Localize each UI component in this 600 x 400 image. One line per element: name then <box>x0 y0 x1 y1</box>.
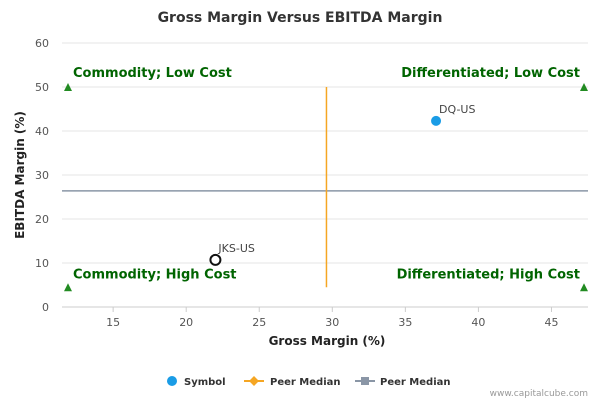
x-tick-label: 20 <box>179 316 193 329</box>
legend-item-symbol[interactable]: Symbol <box>167 376 226 388</box>
legend-diamond-marker <box>249 376 259 386</box>
chart-title: Gross Margin Versus EBITDA Margin <box>158 10 443 26</box>
gridlines <box>62 42 588 264</box>
x-tick-label: 40 <box>471 316 485 329</box>
y-tick-label: 20 <box>35 213 49 226</box>
point-label-jks-us: JKS-US <box>217 242 254 255</box>
quadrant-label-bottom-right: Differentiated; High Cost <box>397 267 580 282</box>
point-jks-us[interactable] <box>209 253 222 266</box>
legend-item-peer-median-horizontal[interactable]: Peer Median <box>355 377 451 388</box>
data-points: DQ-US JKS-US <box>209 103 475 266</box>
x-tick-label: 30 <box>325 316 339 329</box>
y-tick-label: 60 <box>35 37 49 50</box>
point-label-dq-us: DQ-US <box>439 103 475 116</box>
quadrant-marker-top-right <box>580 83 588 91</box>
legend-square-marker <box>361 377 369 385</box>
quadrant-marker-bottom-right <box>580 283 588 292</box>
legend-item-peer-median-vertical[interactable]: Peer Median <box>244 376 341 388</box>
legend-symbol-marker <box>167 376 177 386</box>
quadrant-marker-top-left <box>64 83 72 91</box>
legend-peer-median-label-2: Peer Median <box>380 377 451 388</box>
quadrant-label-top-left: Commodity; Low Cost <box>73 66 232 81</box>
quadrant-marker-bottom-left <box>64 283 72 292</box>
y-tick-label: 30 <box>35 169 49 182</box>
source-credit: www.capitalcube.com <box>490 389 588 399</box>
x-axis-label: Gross Margin (%) <box>269 334 386 348</box>
x-tick-label: 45 <box>544 316 558 329</box>
y-tick-label: 10 <box>35 257 49 270</box>
y-tick-label: 40 <box>35 125 49 138</box>
quadrant-label-bottom-left: Commodity; High Cost <box>73 267 237 282</box>
x-tick-label: 35 <box>398 316 412 329</box>
y-axis-label: EBITDA Margin (%) <box>13 111 27 239</box>
quadrant-label-top-right: Differentiated; Low Cost <box>401 66 580 81</box>
quadrant-markers <box>64 83 588 292</box>
x-axis-ticks: 15 20 25 30 35 40 45 <box>106 307 558 329</box>
point-dq-us[interactable] <box>431 115 442 126</box>
legend: Symbol Peer Median Peer Median <box>167 376 451 388</box>
legend-peer-median-label: Peer Median <box>270 377 341 388</box>
y-axis-ticks: 0 10 20 30 40 50 60 <box>35 37 49 314</box>
x-tick-label: 15 <box>106 316 120 329</box>
x-tick-label: 25 <box>252 316 266 329</box>
legend-symbol-label: Symbol <box>184 377 226 388</box>
y-tick-label: 0 <box>42 301 49 314</box>
y-tick-label: 50 <box>35 81 49 94</box>
